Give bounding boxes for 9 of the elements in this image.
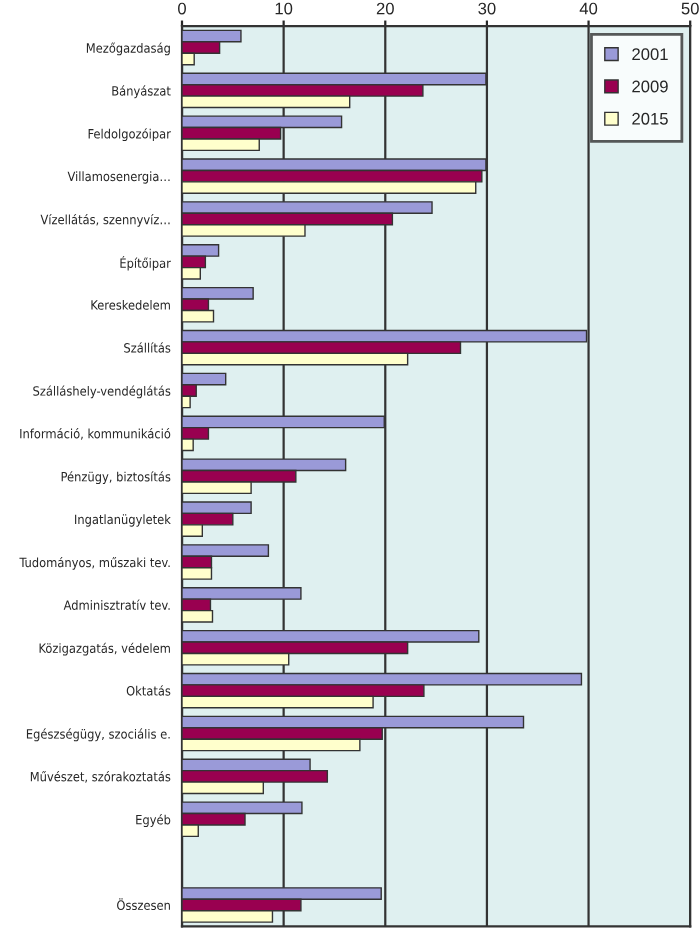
- x-tick-label: 20: [376, 2, 394, 15]
- legend-label: 2015: [632, 112, 668, 125]
- x-tick-label: 30: [478, 2, 496, 15]
- x-tick-label: 50: [681, 2, 699, 15]
- x-tick-label: 0: [178, 2, 186, 15]
- x-tick-label: 40: [579, 2, 598, 15]
- legend-label: 2009: [632, 80, 668, 93]
- legend-label: 2001: [632, 48, 668, 61]
- x-tick-label: 10: [275, 2, 293, 15]
